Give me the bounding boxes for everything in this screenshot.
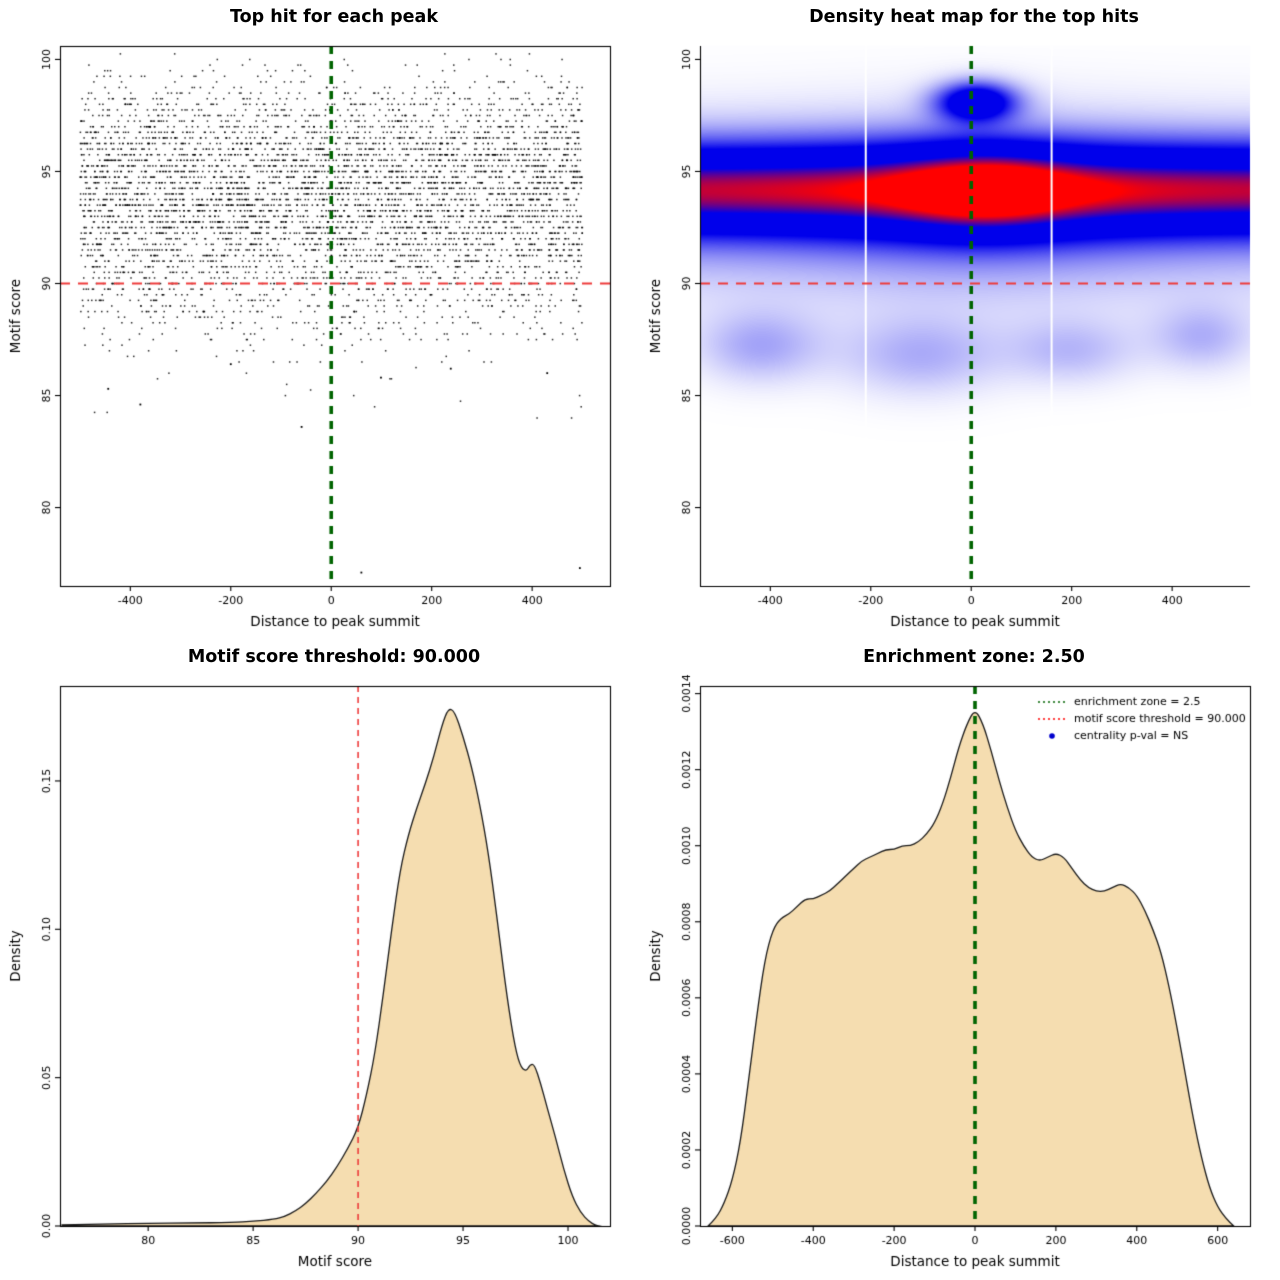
panel-motif-score-density: Motif score threshold: 90.000 [0,640,640,1280]
heatmap-canvas [640,34,1280,640]
chart-title-top-hit: Top hit for each peak [230,7,438,27]
chart-title-heatmap: Density heat map for the top hits [809,7,1139,27]
chart-title-enrichment-zone: Enrichment zone: 2.50 [863,647,1085,667]
score-density-canvas [0,674,640,1280]
scatter-plot-canvas [0,34,640,640]
panel-top-hit-scatter: Top hit for each peak [0,0,640,640]
panel-density-heatmap: Density heat map for the top hits [640,0,1280,640]
distance-density-canvas [640,674,1280,1280]
panel-enrichment-zone-density: Enrichment zone: 2.50 [640,640,1280,1280]
chart-title-score-threshold: Motif score threshold: 90.000 [187,647,481,667]
